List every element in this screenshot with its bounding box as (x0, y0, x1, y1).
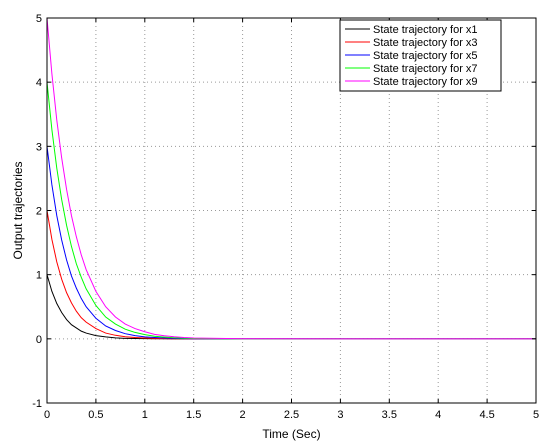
y-tick-label: 1 (36, 270, 42, 282)
y-axis-label: Output trajectories (11, 161, 25, 259)
legend-entry: State trajectory for x9 (373, 76, 478, 88)
legend-entry: State trajectory for x3 (373, 37, 478, 49)
y-tick-label: 4 (36, 77, 42, 89)
x-tick-label: 4.5 (479, 409, 494, 421)
x-tick-label: 2.5 (284, 409, 299, 421)
x-tick-label: 1 (142, 409, 148, 421)
x-tick-label: 5 (533, 409, 539, 421)
series-line-5 (46, 17, 536, 340)
legend-entry: State trajectory for x5 (373, 50, 478, 62)
legend-entry: State trajectory for x7 (373, 63, 478, 75)
x-tick-label: 4 (435, 409, 441, 421)
y-tick-label: 0 (36, 334, 42, 346)
x-tick-label: 1.5 (186, 409, 201, 421)
x-tick-label: 0.5 (88, 409, 103, 421)
x-axis-label: Time (Sec) (262, 427, 320, 441)
x-tick-label: 3 (337, 409, 343, 421)
y-tick-label: 3 (36, 141, 42, 153)
x-tick-label: 0 (44, 409, 50, 421)
y-tick-label: -1 (32, 398, 42, 410)
series-lines (46, 17, 536, 340)
y-tick-label: 5 (36, 13, 42, 25)
legend-entry: State trajectory for x1 (373, 24, 478, 36)
x-tick-label: 2 (240, 409, 246, 421)
x-tick-label: 3.5 (382, 409, 397, 421)
y-tick-label: 2 (36, 206, 42, 218)
